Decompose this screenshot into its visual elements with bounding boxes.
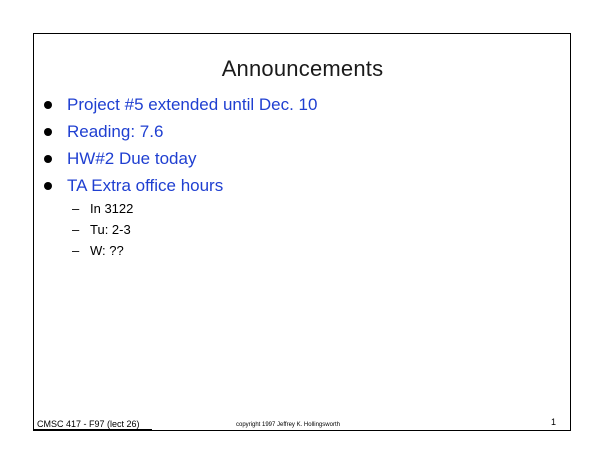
footer-course-label: CMSC 417 - F97 (lect 26) (37, 419, 140, 429)
bullet-dot-icon (44, 101, 52, 109)
bullet-text: HW#2 Due today (67, 149, 197, 168)
bullet-dot-icon (44, 128, 52, 136)
sub-bullet-list: – In 3122 – Tu: 2-3 – W: ?? (72, 200, 133, 263)
sub-bullet-item: – Tu: 2-3 (72, 221, 133, 242)
bullet-item: HW#2 Due today (44, 148, 317, 175)
bullet-text: Reading: 7.6 (67, 122, 164, 141)
sub-bullet-item: – In 3122 (72, 200, 133, 221)
slide-frame (33, 33, 571, 431)
bullet-text: Project #5 extended until Dec. 10 (67, 95, 318, 114)
bullet-text: TA Extra office hours (67, 176, 224, 195)
bullet-item: Reading: 7.6 (44, 121, 317, 148)
footer-copyright: copyright 1997 Jeffrey K. Hollingsworth (236, 422, 340, 428)
bullet-list: Project #5 extended until Dec. 10 Readin… (44, 94, 317, 202)
dash-icon: – (72, 243, 80, 258)
dash-icon: – (72, 201, 80, 216)
sub-bullet-text: W: ?? (90, 243, 124, 258)
sub-bullet-text: In 3122 (90, 201, 134, 216)
bullet-item: TA Extra office hours (44, 175, 317, 202)
sub-bullet-item: – W: ?? (72, 242, 133, 263)
page-number: 1 (551, 417, 557, 427)
bullet-dot-icon (44, 182, 52, 190)
dash-icon: – (72, 222, 80, 237)
sub-bullet-text: Tu: 2-3 (90, 222, 131, 237)
footer-course-underline (34, 429, 152, 430)
bullet-dot-icon (44, 155, 52, 163)
slide-title: Announcements (221, 56, 384, 81)
bullet-item: Project #5 extended until Dec. 10 (44, 94, 317, 121)
